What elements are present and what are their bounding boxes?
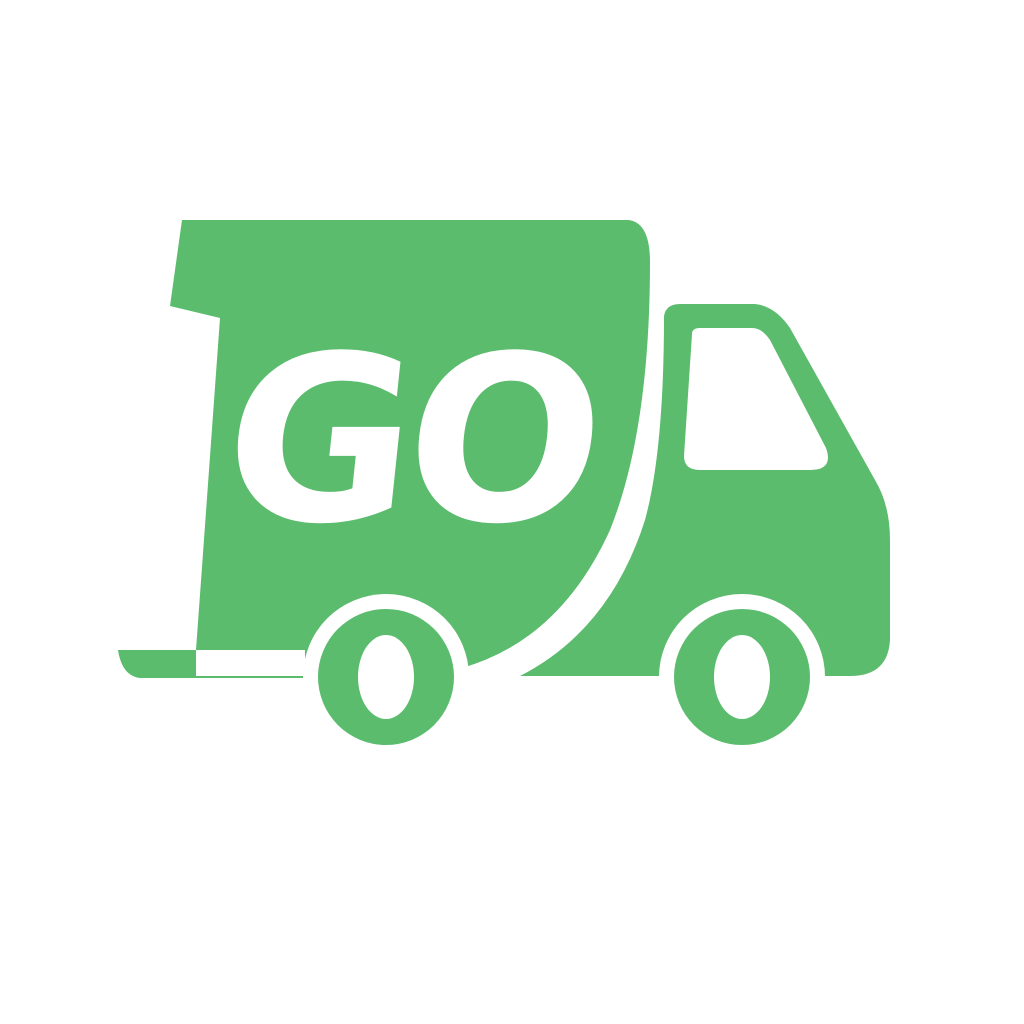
front-wheel — [659, 594, 825, 760]
rear-skirt — [118, 650, 194, 678]
cargo-box — [118, 220, 650, 678]
cab-window — [684, 328, 828, 470]
logo-text: GO — [212, 308, 608, 575]
rear-wheel — [303, 594, 469, 760]
